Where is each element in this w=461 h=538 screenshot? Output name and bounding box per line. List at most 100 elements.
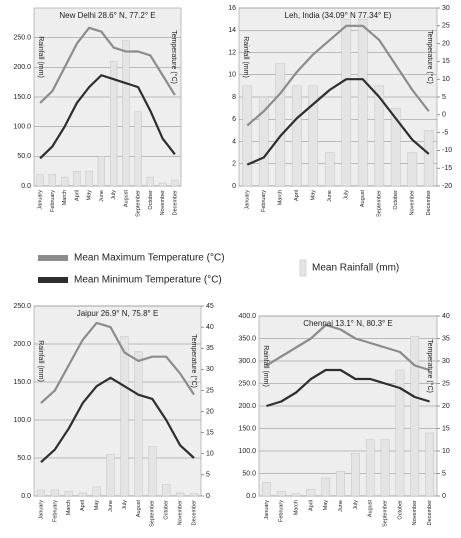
bar	[134, 111, 142, 187]
bar	[48, 173, 57, 187]
y-tick-label: 0.0	[246, 493, 256, 500]
chart-title: Jaipur 26.9° N, 75.8° E	[77, 309, 159, 318]
bar	[60, 176, 69, 187]
y2-tick-label: 40	[442, 313, 450, 320]
legend-swatch	[38, 255, 68, 261]
x-tick-label: November	[178, 500, 184, 526]
legend-label: Mean Maximum Temperature (°C)	[74, 253, 225, 264]
x-tick-label: March	[62, 190, 68, 205]
bar	[321, 477, 331, 497]
x-tick-label: July	[111, 190, 117, 200]
y-tick-label: 100.0	[13, 124, 31, 131]
chart-title: New Delhi 28.6° N, 77.2° E	[59, 11, 155, 20]
y-tick-label: 0	[232, 183, 236, 190]
bar	[189, 493, 199, 497]
y2-tick-label: -5	[442, 129, 448, 136]
y-tick-label: 150.0	[13, 379, 31, 386]
y-tick-label: 250.0	[13, 303, 31, 310]
x-tick-label: September	[383, 500, 389, 527]
y2-tick-label: 40	[206, 324, 214, 331]
x-tick-label: August	[123, 190, 129, 208]
x-tick-label: September	[377, 190, 383, 217]
x-tick-label: June	[327, 190, 333, 202]
bar	[341, 18, 352, 187]
bar	[106, 454, 115, 497]
bar	[162, 484, 171, 497]
bar	[357, 18, 368, 187]
line	[40, 376, 195, 464]
y2-axis-label: Temperature (°C)	[426, 339, 434, 393]
y-tick-label: 6	[232, 116, 236, 123]
x-tick-label: January	[264, 500, 270, 520]
line	[266, 368, 430, 408]
line	[246, 78, 430, 166]
y-axis-label: Rainfall (mm)	[262, 345, 269, 387]
y-tick-label: 200.0	[13, 64, 31, 71]
x-tick-label: March	[278, 190, 284, 205]
y2-tick-label: 0	[206, 493, 210, 500]
y-axis-label: Rainfall (mm)	[37, 340, 44, 382]
y-axis-label: Rainfall (mm)	[37, 36, 44, 78]
x-tick-label: September	[136, 190, 142, 217]
y2-tick-label: 20	[442, 403, 450, 410]
bar	[351, 453, 360, 497]
bar	[423, 130, 434, 187]
bar	[50, 489, 59, 497]
y2-tick-label: 0	[442, 493, 446, 500]
y-tick-label: 150.0	[13, 94, 31, 101]
y-axis-label: Rainfall (mm)	[242, 36, 249, 78]
line	[39, 74, 176, 160]
bar	[390, 107, 401, 187]
y2-tick-label: -20	[442, 183, 452, 190]
y2-tick-label: 30	[442, 358, 450, 365]
bar	[425, 432, 434, 497]
x-tick-label: June	[338, 500, 344, 512]
x-tick-label: June	[99, 190, 105, 202]
x-tick-label: February	[279, 500, 285, 522]
bar	[97, 156, 106, 187]
y-tick-label: 200.0	[13, 341, 31, 348]
x-tick-label: December	[172, 190, 178, 216]
y2-tick-label: 45	[206, 303, 214, 310]
bar	[308, 85, 319, 187]
bar	[365, 439, 375, 497]
bar	[410, 336, 420, 497]
y-tick-label: 150.0	[238, 425, 256, 432]
y2-tick-label: 10	[206, 451, 214, 458]
bar	[380, 439, 390, 497]
y2-tick-label: -15	[442, 165, 452, 172]
x-tick-label: November	[410, 190, 416, 216]
y-tick-label: 4	[232, 138, 236, 145]
x-tick-label: July	[122, 500, 128, 510]
bar	[78, 492, 87, 497]
x-tick-label: March	[66, 500, 72, 515]
x-tick-label: April	[308, 500, 314, 511]
line	[40, 321, 195, 404]
x-tick-label: April	[74, 190, 80, 201]
x-tick-label: August	[136, 500, 142, 518]
y-tick-label: 50.0	[242, 470, 256, 477]
bar	[158, 182, 167, 187]
bar	[275, 63, 286, 187]
x-tick-label: May	[323, 500, 329, 511]
x-tick-label: August	[368, 500, 374, 518]
y2-tick-label: 20	[206, 408, 214, 415]
y-tick-label: 350.0	[238, 335, 256, 342]
x-tick-label: March	[294, 500, 300, 515]
bar	[92, 486, 101, 497]
x-tick-label: July	[353, 500, 359, 510]
y2-tick-label: 35	[442, 335, 450, 342]
bar	[36, 174, 44, 187]
bar	[306, 489, 316, 497]
bar	[276, 491, 286, 497]
bar	[171, 179, 179, 187]
y-tick-label: 8	[232, 94, 236, 101]
y2-tick-label: 25	[442, 380, 450, 387]
y-tick-label: 100.0	[238, 448, 256, 455]
y2-tick-label: 20	[442, 40, 450, 47]
line	[265, 323, 430, 372]
bar	[291, 85, 302, 187]
y-tick-label: 14	[228, 27, 236, 34]
legend-swatch	[38, 277, 68, 283]
